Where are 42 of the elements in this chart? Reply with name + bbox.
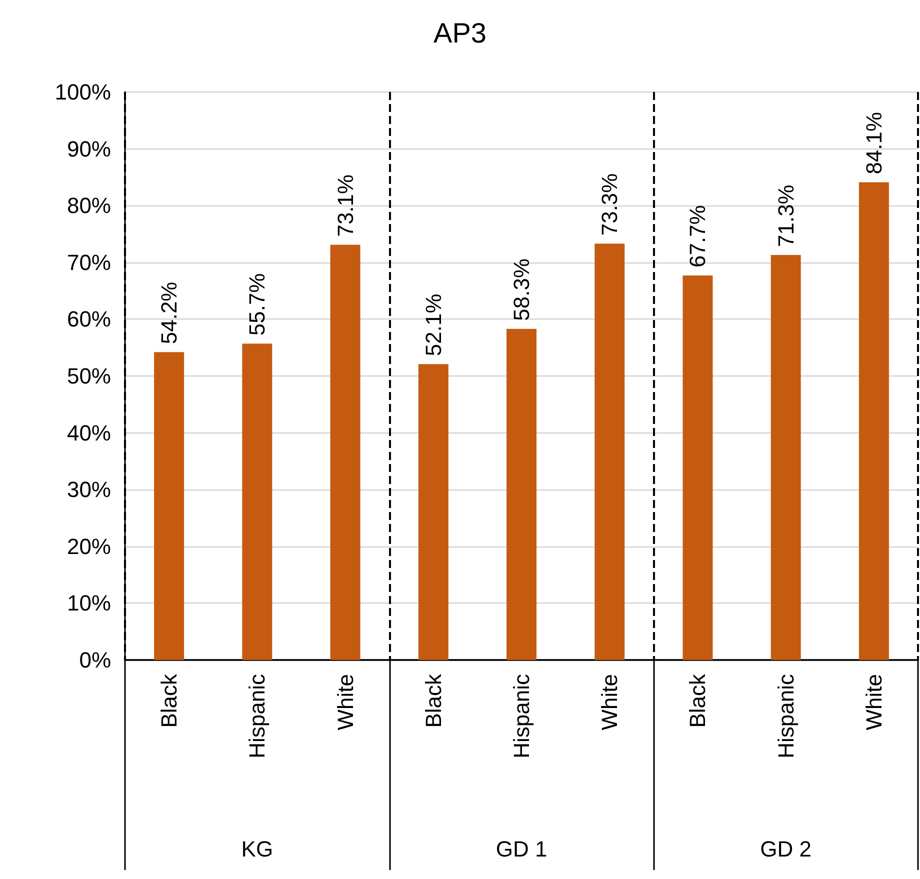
data-label: 71.3%	[773, 184, 798, 248]
y-tick-label: 100%	[54, 80, 111, 104]
y-tick-label: 60%	[66, 306, 111, 332]
x-tick-label: White	[861, 674, 886, 730]
data-label: 67.7%	[685, 205, 710, 268]
y-tick-label: 80%	[66, 193, 111, 218]
bar	[594, 244, 625, 660]
bar	[154, 352, 184, 660]
bar	[770, 255, 801, 660]
bar	[330, 244, 360, 660]
text: KG	[241, 836, 274, 862]
bar	[242, 344, 272, 660]
data-label: 73.3%	[597, 173, 622, 236]
data-label: 55.7%	[244, 273, 270, 336]
y-tick-label: 40%	[66, 420, 111, 446]
chart-title: AP3	[434, 18, 486, 48]
data-label: 54.2%	[156, 282, 182, 344]
bar	[858, 182, 889, 660]
data-label: 73.1%	[332, 174, 358, 237]
x-tick-label: Black	[685, 673, 710, 728]
bar	[682, 275, 713, 660]
text: GD 2	[760, 836, 812, 862]
y-tick-label: 70%	[66, 250, 111, 275]
x-tick-label: Hispanic	[244, 674, 270, 758]
y-tick-label: 10%	[66, 590, 111, 616]
data-label: 84.1%	[861, 112, 886, 174]
y-tick-label: 30%	[66, 477, 111, 502]
x-tick-label: White	[332, 674, 358, 730]
x-tick-label: Black	[156, 673, 182, 728]
text: GD 1	[496, 836, 548, 862]
y-tick-label: 0%	[79, 648, 111, 672]
x-tick-label: Hispanic	[509, 674, 534, 758]
bar	[506, 328, 536, 660]
data-label: 52.1%	[420, 294, 446, 356]
y-tick-label: 90%	[66, 136, 111, 162]
y-tick-label: 20%	[66, 534, 111, 559]
y-tick-label: 50%	[66, 364, 111, 388]
x-tick-label: Black	[420, 673, 446, 728]
bar	[418, 364, 448, 660]
x-tick-label: White	[597, 674, 622, 730]
data-label: 58.3%	[509, 258, 534, 321]
x-tick-label: Hispanic	[773, 674, 798, 758]
